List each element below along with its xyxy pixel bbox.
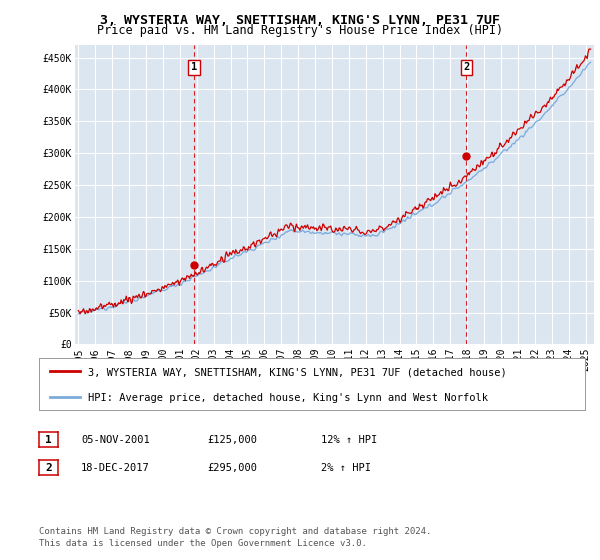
Text: £295,000: £295,000: [207, 463, 257, 473]
Text: £125,000: £125,000: [207, 435, 257, 445]
Text: 18-DEC-2017: 18-DEC-2017: [81, 463, 150, 473]
Text: 3, WYSTERIA WAY, SNETTISHAM, KING'S LYNN, PE31 7UF: 3, WYSTERIA WAY, SNETTISHAM, KING'S LYNN…: [100, 14, 500, 27]
Text: 2: 2: [463, 62, 469, 72]
Text: This data is licensed under the Open Government Licence v3.0.: This data is licensed under the Open Gov…: [39, 539, 367, 548]
Text: Price paid vs. HM Land Registry's House Price Index (HPI): Price paid vs. HM Land Registry's House …: [97, 24, 503, 37]
Text: 2: 2: [45, 463, 52, 473]
Text: 3, WYSTERIA WAY, SNETTISHAM, KING'S LYNN, PE31 7UF (detached house): 3, WYSTERIA WAY, SNETTISHAM, KING'S LYNN…: [88, 367, 507, 377]
Text: 05-NOV-2001: 05-NOV-2001: [81, 435, 150, 445]
Text: 12% ↑ HPI: 12% ↑ HPI: [321, 435, 377, 445]
Text: Contains HM Land Registry data © Crown copyright and database right 2024.: Contains HM Land Registry data © Crown c…: [39, 528, 431, 536]
Text: 1: 1: [45, 435, 52, 445]
Text: 1: 1: [191, 62, 197, 72]
Text: HPI: Average price, detached house, King's Lynn and West Norfolk: HPI: Average price, detached house, King…: [88, 393, 488, 403]
Text: 2% ↑ HPI: 2% ↑ HPI: [321, 463, 371, 473]
